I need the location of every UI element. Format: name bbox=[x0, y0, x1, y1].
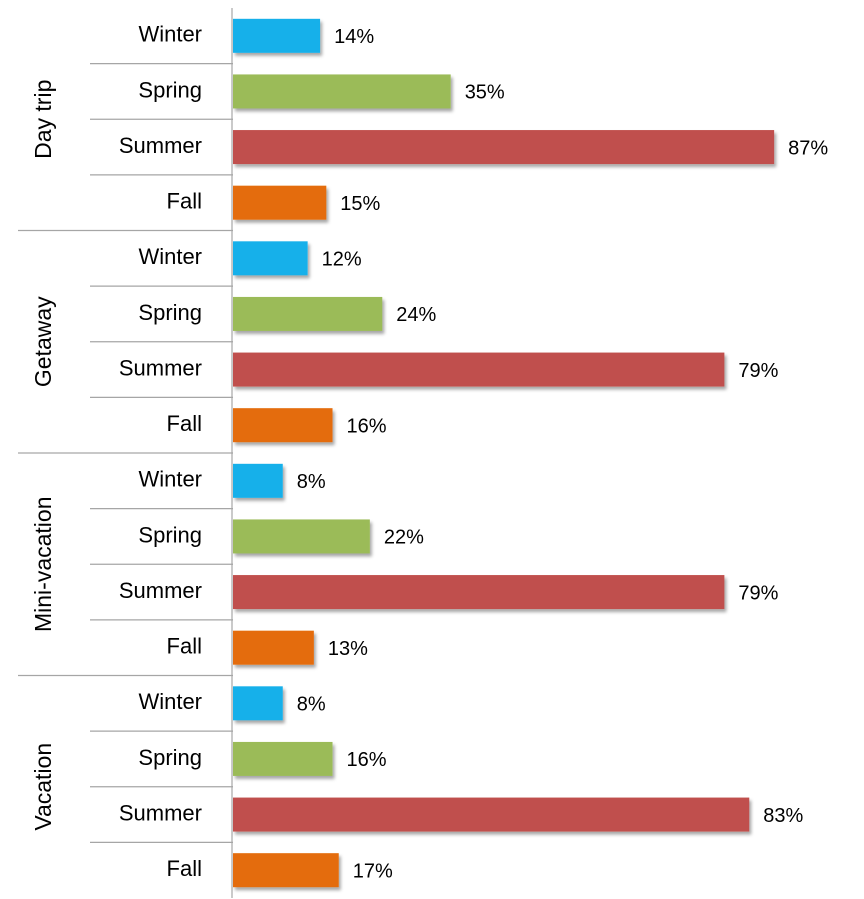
value-label: 16% bbox=[347, 749, 387, 771]
category-label: Spring bbox=[138, 300, 202, 325]
value-label: 8% bbox=[297, 471, 326, 493]
bar bbox=[233, 130, 775, 165]
value-label: 24% bbox=[396, 304, 436, 326]
value-label: 79% bbox=[738, 582, 778, 604]
value-label: 17% bbox=[353, 860, 393, 882]
value-label: 79% bbox=[738, 360, 778, 382]
value-label: 13% bbox=[328, 638, 368, 660]
category-label: Spring bbox=[138, 745, 202, 770]
category-label: Winter bbox=[138, 244, 202, 269]
bar bbox=[233, 74, 451, 109]
bar bbox=[233, 741, 333, 776]
value-label: 83% bbox=[763, 805, 803, 827]
bar bbox=[233, 575, 725, 610]
bar bbox=[233, 686, 283, 721]
value-label: 35% bbox=[465, 82, 505, 104]
category-label: Winter bbox=[138, 22, 202, 47]
value-label: 12% bbox=[322, 249, 362, 271]
value-label: 15% bbox=[340, 193, 380, 215]
value-label: 87% bbox=[788, 137, 828, 159]
bar bbox=[233, 185, 327, 220]
bar bbox=[233, 408, 333, 443]
group-label: Day trip bbox=[30, 80, 56, 159]
category-label: Winter bbox=[138, 467, 202, 492]
category-label: Fall bbox=[167, 856, 202, 881]
bar bbox=[233, 853, 339, 888]
value-label: 14% bbox=[334, 26, 374, 48]
category-label: Summer bbox=[119, 133, 202, 158]
bar bbox=[233, 463, 283, 498]
group-label: Vacation bbox=[30, 743, 56, 831]
category-label: Fall bbox=[167, 411, 202, 436]
group-label: Mini-vacation bbox=[30, 497, 56, 633]
value-label: 22% bbox=[384, 527, 424, 549]
category-label: Summer bbox=[119, 578, 202, 603]
category-label: Fall bbox=[167, 189, 202, 214]
category-label: Spring bbox=[138, 522, 202, 547]
bar bbox=[233, 18, 321, 53]
group-label: Getaway bbox=[30, 296, 56, 387]
value-label: 8% bbox=[297, 694, 326, 716]
category-label: Summer bbox=[119, 800, 202, 825]
category-label: Fall bbox=[167, 634, 202, 659]
bar bbox=[233, 797, 750, 832]
category-label: Spring bbox=[138, 77, 202, 102]
category-label: Winter bbox=[138, 689, 202, 714]
bar bbox=[233, 630, 314, 665]
bar bbox=[233, 296, 383, 331]
bar bbox=[233, 241, 308, 276]
bar bbox=[233, 519, 370, 554]
value-label: 16% bbox=[347, 415, 387, 437]
bar bbox=[233, 352, 725, 387]
category-label: Summer bbox=[119, 355, 202, 380]
